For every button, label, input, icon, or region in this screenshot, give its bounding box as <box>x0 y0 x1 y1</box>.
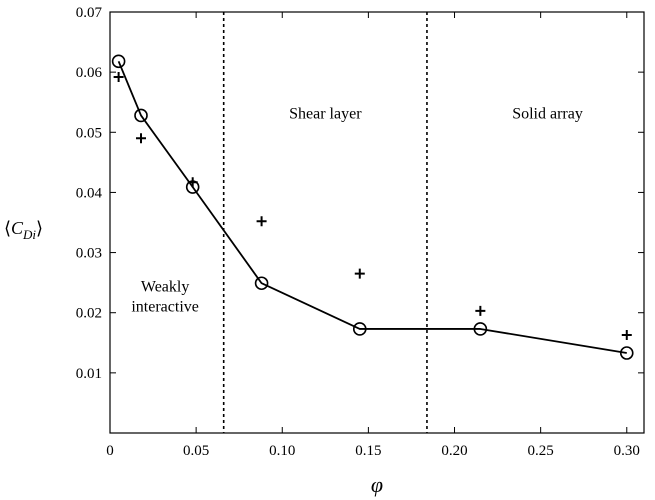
plus-marker <box>475 305 486 316</box>
region-label-1: Weakly interactive <box>131 279 199 316</box>
y-axis-label-close: ⟩ <box>36 218 43 238</box>
region-label-line: interactive <box>131 299 199 316</box>
region-label-3: Solid array <box>512 105 583 122</box>
plus-marker <box>354 268 365 279</box>
y-tick-label: 0.05 <box>76 125 102 141</box>
series-line-group <box>117 60 627 354</box>
circle-marker <box>473 322 488 336</box>
x-tick-label: 0.05 <box>183 443 209 459</box>
plus-marker <box>136 133 147 144</box>
circle-marker <box>619 346 634 360</box>
y-tick-label: 0.04 <box>76 185 103 201</box>
x-tick-label: 0.20 <box>441 443 467 459</box>
region-label-line: Shear layer <box>289 105 362 122</box>
axis-ticks: 0 0.05 0.10 0.15 0.20 0.25 0.30 0.01 0.02 0.03 0.0… <box>76 5 644 459</box>
plus-marker <box>256 216 267 227</box>
region-labels: Weakly interactive Shear layer Solid array <box>131 105 582 315</box>
plot-area-frame <box>109 11 645 434</box>
x-tick-label: 0.10 <box>269 443 295 459</box>
x-tick-label: 0.30 <box>614 443 640 459</box>
marker-group <box>111 54 634 360</box>
y-axis-label-main: C <box>11 218 24 238</box>
region-label-2: Shear layer <box>289 105 362 122</box>
x-tick-label: 0.25 <box>528 443 554 459</box>
region-dividers <box>222 12 428 433</box>
y-tick-label: 0.02 <box>76 306 102 322</box>
circle-marker <box>352 322 367 336</box>
y-tick-label: 0.06 <box>76 65 103 81</box>
y-tick-label: 0.01 <box>76 366 102 382</box>
circle-marker <box>111 54 126 69</box>
region-label-line: Weakly <box>141 279 189 296</box>
circle-marker <box>254 276 269 291</box>
y-axis-label-sub: Di <box>22 227 36 242</box>
x-axis-label: φ <box>371 472 383 497</box>
x-tick-label: 0.15 <box>355 443 381 459</box>
y-axis-label-open: ⟨ <box>4 218 11 238</box>
plus-marker <box>621 329 632 340</box>
x-tick-label: 0 <box>106 443 114 459</box>
circle-marker <box>134 108 148 123</box>
y-tick-label: 0.03 <box>76 246 102 262</box>
plus-marker <box>113 71 124 82</box>
series-1-line <box>117 60 627 354</box>
plus-marker <box>187 177 198 188</box>
region-label-line: Solid array <box>512 105 583 122</box>
y-axis-label: ⟨CDi⟩ <box>4 218 43 242</box>
y-tick-label: 0.07 <box>76 5 103 21</box>
